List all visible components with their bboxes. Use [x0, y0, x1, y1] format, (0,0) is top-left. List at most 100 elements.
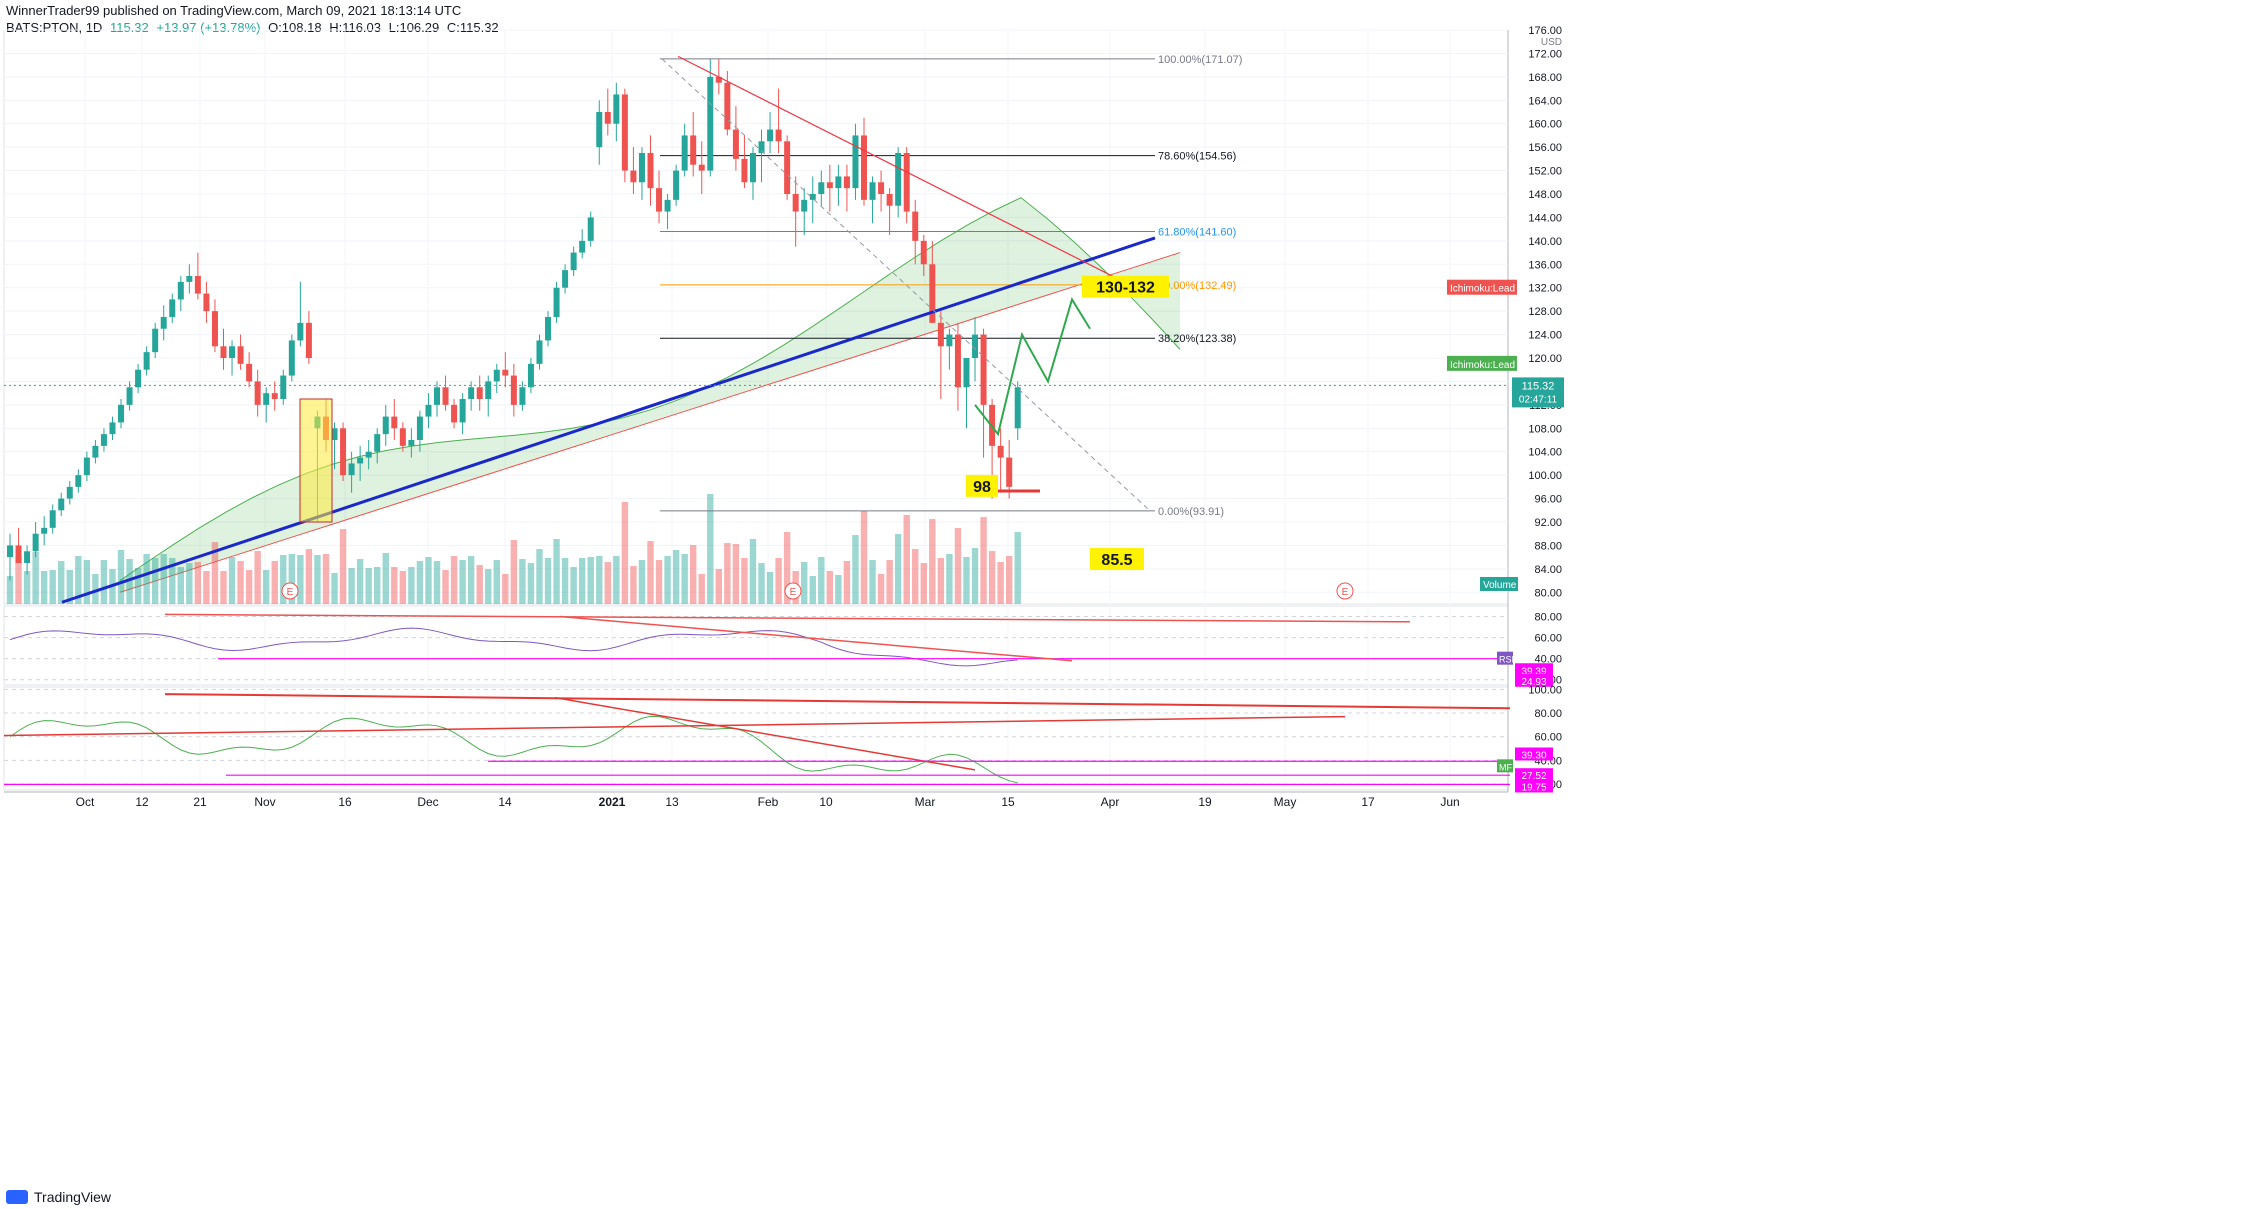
volume-bar — [408, 567, 415, 604]
rsi-tick-label: 40.00 — [1534, 654, 1562, 666]
fib-diagonal — [661, 58, 1151, 512]
candle-body — [177, 281, 184, 300]
mfi-value-tag — [1515, 747, 1553, 761]
ichimoku-lead-1-line — [119, 197, 1181, 581]
candle-body — [801, 199, 808, 212]
volume-bar — [75, 556, 82, 604]
fib-level-label: 50.00%(132.49) — [1158, 280, 1236, 292]
candle-body — [937, 322, 944, 347]
candle-body — [604, 112, 611, 124]
time-tick-label: 2021 — [599, 795, 626, 809]
candle-body — [382, 416, 389, 435]
candle-body — [861, 135, 867, 200]
last-price-tag — [1512, 377, 1564, 408]
price-tick-label: 140.00 — [1528, 236, 1562, 248]
mfi-line — [9, 715, 1018, 784]
candle-body — [92, 445, 99, 458]
time-tick-label: 19 — [1198, 795, 1212, 809]
candle-body — [886, 194, 893, 206]
volume-bar — [818, 557, 825, 604]
mfi-value-label: 19.75 — [1521, 782, 1546, 793]
volume-bar — [297, 555, 304, 604]
price-tick-label: 100.00 — [1528, 470, 1562, 482]
candle-body — [468, 387, 475, 399]
mfi-value-tag — [1515, 768, 1553, 782]
mfi-value-label: 39.30 — [1521, 750, 1546, 761]
volume-bar — [527, 563, 535, 604]
earnings-marker — [1336, 582, 1354, 600]
volume-bar — [416, 561, 424, 604]
volume-bar — [382, 553, 389, 604]
chart-header: WinnerTrader99 published on TradingView.… — [6, 2, 503, 36]
price-tick-label: 120.00 — [1528, 353, 1562, 365]
volume-bar — [143, 554, 150, 604]
volume-bar — [954, 528, 962, 604]
symbol-line: BATS:PTON, 1D 115.32 +13.97 (+13.78%) O:… — [6, 19, 503, 36]
price-tick-label: 96.00 — [1534, 494, 1562, 506]
volume-bar — [288, 554, 296, 604]
time-tick-label: 21 — [193, 795, 207, 809]
mfi-value-label: 27.52 — [1521, 771, 1546, 782]
candle-body — [946, 334, 953, 347]
volume-bar — [860, 511, 868, 604]
volume-bar — [237, 561, 244, 604]
volume-bar — [510, 540, 518, 604]
candle-body — [972, 334, 979, 358]
candle-body — [357, 457, 364, 464]
volume-bar — [621, 502, 629, 604]
mfi-tick-label: 100.00 — [1528, 684, 1562, 696]
candle-body — [621, 94, 628, 171]
volume-bar — [980, 517, 987, 604]
time-tick-label: Jun — [1440, 795, 1459, 809]
candle-body — [878, 182, 885, 194]
candle-body — [280, 375, 287, 399]
volume-bar — [561, 558, 569, 604]
volume-label-box — [1480, 577, 1518, 591]
annotation-label: 98 — [973, 479, 991, 496]
volume-bar — [280, 555, 287, 604]
candle-body — [997, 445, 1004, 458]
time-tick-label: 14 — [498, 795, 512, 809]
candle-body — [954, 334, 961, 388]
volume-bar — [6, 576, 14, 604]
candle-body — [32, 533, 39, 552]
rsi-tick-label: 60.00 — [1534, 633, 1562, 645]
rsi-value-label: 24.93 — [1521, 677, 1546, 688]
volume-bar — [724, 543, 731, 604]
volume-bar — [749, 539, 757, 604]
volume-bar — [177, 567, 184, 604]
candle-body — [895, 153, 902, 206]
fib-level-label: 0.00%(93.91) — [1158, 506, 1224, 518]
last-price-tag-value: 115.32 — [1522, 380, 1555, 392]
candle-body — [732, 129, 739, 159]
candle-body — [24, 551, 31, 563]
volume-bar — [596, 556, 603, 604]
volume-bar — [322, 554, 330, 604]
projection-path — [974, 296, 1091, 437]
volume-bar — [801, 562, 808, 604]
candle-body — [399, 428, 406, 446]
price-change: +13.97 (+13.78%) — [156, 20, 261, 35]
candle-body — [118, 404, 125, 423]
candle-body — [451, 404, 458, 423]
volume-bar — [1014, 532, 1021, 604]
candle-body — [502, 369, 509, 376]
volume-bar — [169, 558, 176, 604]
volume-bar — [15, 557, 22, 604]
price-tick-label: 148.00 — [1528, 189, 1562, 201]
candle-body — [912, 211, 919, 241]
volume-bar — [365, 568, 372, 604]
volume-bar — [305, 549, 313, 604]
volume-bar — [40, 571, 48, 604]
volume-bar — [134, 568, 142, 604]
volume-bar — [698, 574, 705, 604]
tradingview-logo: TradingView — [6, 1189, 111, 1205]
candle-body — [126, 387, 133, 405]
volume-bar — [467, 556, 475, 604]
candle-body — [143, 352, 150, 370]
candle-body — [630, 170, 637, 183]
candle-body — [869, 182, 876, 200]
time-tick-label: 12 — [135, 795, 149, 809]
volume-bar — [83, 560, 91, 604]
